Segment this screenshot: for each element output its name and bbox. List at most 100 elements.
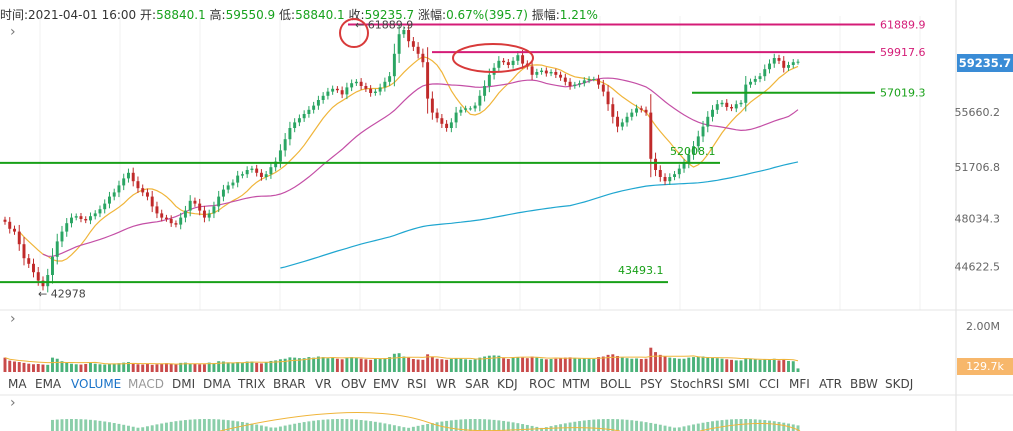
candle [440,118,444,124]
sub-indicator-bar [492,419,496,431]
sub-indicator-bar [578,421,582,431]
candle [392,53,396,77]
volume-bar [620,357,624,372]
candle [777,58,781,61]
sub-indicator-bar [649,422,653,431]
ma-short-line [18,56,799,262]
sub-indicator-bar [183,420,187,431]
sub-indicator-bar [131,426,135,431]
sub-indicator-bar [701,422,705,431]
sub-indicator-bar [302,422,306,431]
volume-bar [606,354,610,372]
volume-bar [169,363,173,372]
volume-bar [725,359,729,372]
volume-bar [753,359,757,372]
sub-indicator-bar [240,422,244,431]
sub-indicator-bar [445,420,449,431]
volume-bar [388,357,392,372]
tab-ema[interactable]: EMA [35,377,62,391]
volume-bar [611,354,615,372]
volume-bar [506,359,510,372]
candle [236,175,240,183]
volume-bar [492,355,496,372]
tab-mtm[interactable]: MTM [562,377,591,391]
tab-atr[interactable]: ATR [819,377,842,391]
tab-volume[interactable]: VOLUME [71,377,122,391]
sub-indicator-bar [502,420,506,431]
close-value: 59235.7 [364,8,415,22]
range-highlight-ellipse [452,43,534,73]
sub-indicator-bar [202,419,206,431]
tab-roc[interactable]: ROC [529,377,556,391]
candle [221,189,225,197]
candle [255,168,259,173]
candle [464,108,468,110]
volume-bar [359,358,363,372]
volume-bar [89,362,92,372]
sub-indicator-line [699,422,801,431]
sub-indicator-bar [259,425,263,431]
candle [692,146,696,155]
tab-boll[interactable]: BOLL [600,377,631,391]
candle [8,221,12,229]
volume-bar [663,356,667,372]
expand-sub-indicators-icon[interactable]: › [10,395,16,411]
volume-bar [673,358,677,372]
candle [483,86,487,96]
volume-bar [331,357,335,372]
tab-rsi[interactable]: RSI [407,377,427,391]
tab-bbw[interactable]: BBW [850,377,878,391]
candle [293,122,297,128]
candle [587,79,591,81]
volume-bar [22,362,26,372]
tab-vr[interactable]: VR [315,377,332,391]
sub-indicator-bar [155,424,159,431]
tab-smi[interactable]: SMI [728,377,750,391]
expand-main-indicators-icon[interactable]: › [10,24,16,40]
sub-indicator-bar [293,423,297,431]
sub-indicator-bar [364,420,368,431]
tab-skdj[interactable]: SKDJ [885,377,914,391]
sub-indicator-bar [540,427,544,431]
tab-macd[interactable]: MACD [128,377,164,391]
tab-trix[interactable]: TRIX [238,377,266,391]
sub-indicator-bar [326,419,330,431]
volume-bar [649,347,653,372]
tab-brar[interactable]: BRAR [273,377,306,391]
tab-wr[interactable]: WR [436,377,457,391]
sub-indicator-bar [188,419,192,431]
tab-psy[interactable]: PSY [640,377,663,391]
candle [98,209,102,214]
volume-bar [464,359,468,372]
tab-mfi[interactable]: MFI [789,377,810,391]
volume-bar [530,356,534,372]
volume-bar [483,356,487,372]
tab-cci[interactable]: CCI [759,377,780,391]
candle [497,60,501,68]
sub-indicator-bar [297,422,301,431]
candle [478,95,482,106]
tab-ma[interactable]: MA [8,377,27,391]
sub-indicator-bar [269,427,273,431]
sub-indicator-bar [739,419,743,431]
sub-indicator-bar [74,419,78,431]
tab-sar[interactable]: SAR [465,377,490,391]
change-value: 0.67%(395.7) [446,8,528,22]
tab-dmi[interactable]: DMI [172,377,196,391]
candle [791,62,795,65]
volume-bar [297,358,301,372]
expand-volume-indicators-icon[interactable]: › [10,311,16,327]
tab-kdj[interactable]: KDJ [497,377,518,391]
sub-indicator-bar [122,424,126,431]
candle [782,60,786,68]
volume-bar [449,359,453,372]
tab-emv[interactable]: EMV [373,377,400,391]
tab-stochrsi[interactable]: StochRSI [670,377,724,391]
tab-obv[interactable]: OBV [341,377,367,391]
tab-dma[interactable]: DMA [203,377,231,391]
candle [772,58,776,64]
candle [335,88,339,91]
sub-indicator-bar [369,421,373,431]
change-label: 涨幅: [418,8,447,22]
